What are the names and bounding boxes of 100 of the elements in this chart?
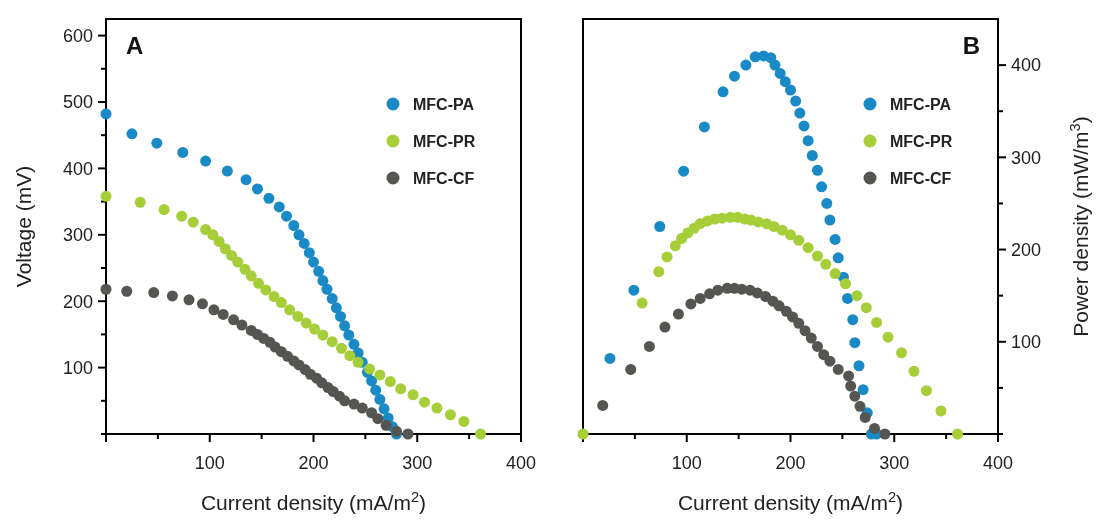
point bbox=[343, 329, 355, 341]
point bbox=[100, 190, 112, 202]
y-tick-label: 100 bbox=[62, 357, 93, 378]
point bbox=[779, 76, 791, 88]
point bbox=[851, 290, 863, 302]
legend-label: MFC-PR bbox=[413, 132, 476, 150]
x-tick-label: 400 bbox=[505, 453, 537, 473]
point bbox=[811, 340, 823, 352]
y2-tick-label: 200 bbox=[1011, 239, 1042, 260]
point bbox=[785, 84, 796, 96]
point bbox=[740, 59, 752, 71]
point bbox=[458, 415, 470, 427]
point bbox=[824, 214, 836, 226]
y-tick-label: 500 bbox=[62, 92, 93, 113]
point bbox=[313, 265, 325, 277]
point bbox=[309, 323, 321, 335]
point bbox=[275, 297, 287, 309]
point bbox=[240, 174, 252, 186]
point bbox=[776, 224, 788, 236]
point bbox=[260, 284, 272, 296]
point bbox=[869, 422, 881, 434]
point bbox=[882, 331, 894, 343]
point bbox=[774, 67, 786, 79]
point bbox=[374, 393, 386, 405]
point bbox=[790, 95, 802, 107]
point bbox=[221, 165, 233, 177]
point bbox=[842, 292, 854, 304]
point bbox=[402, 428, 414, 440]
point bbox=[818, 349, 830, 361]
point bbox=[811, 164, 823, 176]
x-tick-label: 300 bbox=[402, 453, 433, 473]
x-axis-title: Current density (mA/m$^{2}$) bbox=[200, 489, 427, 514]
point bbox=[845, 380, 857, 392]
point bbox=[832, 363, 844, 375]
x-tick-label: 200 bbox=[298, 453, 329, 473]
x-axis-title: Current density (mA/m$^{2}$) bbox=[677, 489, 904, 514]
x-tick-label: 300 bbox=[879, 453, 910, 473]
point bbox=[698, 121, 710, 133]
point bbox=[219, 243, 231, 255]
point bbox=[366, 375, 378, 387]
point bbox=[228, 314, 240, 326]
point bbox=[854, 400, 866, 412]
point bbox=[896, 347, 908, 359]
point bbox=[336, 342, 348, 354]
point bbox=[293, 229, 305, 241]
point bbox=[334, 310, 346, 322]
point bbox=[380, 419, 392, 431]
legend-label: MFC-CF bbox=[413, 169, 475, 187]
point bbox=[785, 229, 796, 241]
y2-tick-label: 100 bbox=[1011, 332, 1042, 353]
point bbox=[166, 290, 178, 302]
point bbox=[263, 192, 275, 204]
point bbox=[444, 409, 456, 421]
point bbox=[284, 304, 296, 316]
point bbox=[348, 338, 360, 350]
y-tick-label: 300 bbox=[62, 225, 93, 246]
point bbox=[860, 302, 872, 314]
point bbox=[475, 428, 487, 440]
point bbox=[303, 247, 315, 259]
point bbox=[187, 216, 199, 228]
point bbox=[177, 146, 189, 158]
point bbox=[378, 403, 390, 415]
point bbox=[370, 384, 382, 396]
point bbox=[126, 128, 138, 140]
point bbox=[636, 297, 648, 309]
point bbox=[384, 376, 396, 388]
point bbox=[308, 256, 319, 268]
point bbox=[604, 352, 616, 364]
point bbox=[597, 399, 609, 411]
point bbox=[839, 278, 851, 290]
text: B bbox=[962, 32, 980, 59]
point bbox=[226, 249, 238, 261]
point bbox=[653, 266, 665, 278]
point bbox=[935, 405, 947, 417]
point bbox=[268, 291, 280, 303]
point bbox=[326, 293, 338, 305]
point bbox=[847, 314, 859, 326]
point bbox=[769, 59, 781, 71]
point bbox=[672, 308, 684, 320]
point bbox=[321, 283, 333, 295]
point bbox=[768, 221, 780, 232]
point bbox=[196, 298, 208, 310]
point bbox=[832, 252, 844, 264]
point bbox=[879, 428, 891, 440]
y-tick-label: 600 bbox=[62, 25, 93, 46]
legend-label: MFC-PA bbox=[890, 95, 952, 113]
point bbox=[245, 270, 257, 282]
point bbox=[317, 275, 329, 287]
point bbox=[200, 223, 212, 235]
point bbox=[654, 221, 666, 232]
point bbox=[176, 210, 188, 222]
point bbox=[908, 365, 920, 377]
point bbox=[100, 283, 112, 295]
point bbox=[685, 298, 697, 310]
point bbox=[419, 396, 431, 408]
point bbox=[121, 285, 133, 297]
x-tick-label: 100 bbox=[671, 453, 702, 473]
point bbox=[339, 320, 351, 332]
point bbox=[148, 287, 160, 299]
point bbox=[298, 237, 310, 249]
